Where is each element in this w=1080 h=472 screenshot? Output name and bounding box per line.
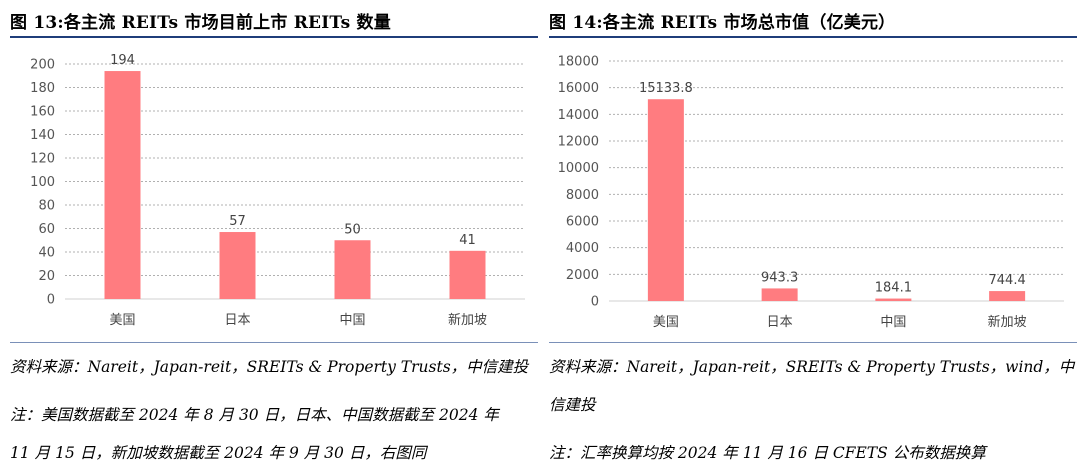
x-category-label: 美国 bbox=[109, 313, 135, 328]
x-category-label: 日本 bbox=[767, 315, 793, 330]
source-line-2: 信建投 bbox=[549, 396, 596, 414]
y-tick-label: 60 bbox=[38, 222, 55, 237]
title-rule bbox=[549, 36, 1077, 38]
y-tick-label: 160 bbox=[30, 105, 55, 120]
footnote: 注：美国数据截至 2024 年 8 月 30 日，日本、中国数据截至 2024 … bbox=[10, 396, 538, 472]
data-label: 41 bbox=[459, 233, 476, 248]
data-label: 57 bbox=[229, 214, 246, 229]
data-label: 744.4 bbox=[989, 273, 1026, 288]
right-figure: 图 14:各主流 REITs 市场总市值（亿美元） 0 2000 4000 6000 8… bbox=[549, 0, 1077, 464]
source-line-1: 资料来源：Nareit，Japan-reit，SREITs & Property… bbox=[549, 358, 1075, 376]
bar bbox=[761, 288, 798, 301]
y-tick-label: 8000 bbox=[566, 188, 599, 203]
y-tick-label: 40 bbox=[38, 246, 55, 261]
y-tick-label: 120 bbox=[30, 152, 55, 167]
data-label: 194 bbox=[110, 53, 135, 68]
footnote-line-1: 注：美国数据截至 2024 年 8 月 30 日，日本、中国数据截至 2024 … bbox=[10, 406, 499, 424]
figure-title: 图 14:各主流 REITs 市场总市值（亿美元） bbox=[549, 13, 896, 33]
x-category-label: 日本 bbox=[224, 313, 250, 328]
data-label: 50 bbox=[344, 222, 361, 237]
bottom-rule bbox=[549, 342, 1077, 343]
footnote-line-2: 11 月 15 日，新加坡数据截至 2024 年 9 月 30 日，右图同 bbox=[10, 444, 427, 462]
data-label: 15133.8 bbox=[639, 81, 693, 96]
chart-area: 0 20 40 60 80 100 120 140 160 180 200 194 美国 57 日本 50 中国… bbox=[10, 40, 538, 340]
data-label: 943.3 bbox=[761, 270, 798, 285]
x-category-label: 美国 bbox=[653, 315, 679, 330]
bar bbox=[334, 240, 371, 299]
y-tick-label: 180 bbox=[30, 81, 55, 96]
bar bbox=[449, 250, 486, 299]
bar bbox=[875, 298, 912, 301]
y-tick-label: 2000 bbox=[566, 268, 599, 283]
y-tick-label: 18000 bbox=[558, 55, 599, 70]
title-rule bbox=[10, 36, 538, 38]
y-tick-label: 0 bbox=[47, 293, 55, 308]
x-category-label: 新加坡 bbox=[988, 314, 1027, 330]
y-tick-label: 80 bbox=[38, 199, 55, 214]
source-note: 资料来源：Nareit，Japan-reit，SREITs & Property… bbox=[10, 358, 529, 376]
y-tick-label: 140 bbox=[30, 128, 55, 143]
data-label: 184.1 bbox=[875, 281, 912, 296]
y-tick-label: 100 bbox=[30, 175, 55, 190]
reits-market-cap-bar-chart: 0 2000 4000 6000 8000 10000 12000 14000 16000 180… bbox=[558, 55, 1064, 330]
left-figure: 图 13:各主流 REITs 市场目前上市 REITs 数量 0 20 40 60 80… bbox=[10, 0, 538, 464]
bar bbox=[647, 99, 684, 301]
x-category-label: 中国 bbox=[880, 315, 906, 330]
footnote: 注：汇率换算均按 2024 年 11 月 16 日 CFETS 公布数据换算 bbox=[549, 444, 986, 462]
reits-count-bar-chart: 0 20 40 60 80 100 120 140 160 180 200 194 美国 57 日本 50 中国… bbox=[30, 53, 525, 328]
y-tick-label: 20 bbox=[38, 269, 55, 284]
y-tick-label: 6000 bbox=[566, 215, 599, 230]
bottom-rule bbox=[10, 342, 538, 343]
y-tick-label: 16000 bbox=[558, 81, 599, 96]
y-tick-label: 14000 bbox=[558, 108, 599, 123]
source-note: 资料来源：Nareit，Japan-reit，SREITs & Property… bbox=[549, 348, 1077, 424]
y-tick-label: 10000 bbox=[558, 161, 599, 176]
chart-area: 0 2000 4000 6000 8000 10000 12000 14000 16000 180… bbox=[549, 40, 1077, 340]
figure-title: 图 13:各主流 REITs 市场目前上市 REITs 数量 bbox=[10, 13, 391, 33]
bar bbox=[989, 291, 1026, 301]
y-tick-label: 200 bbox=[30, 58, 55, 73]
x-category-label: 新加坡 bbox=[448, 312, 487, 328]
y-tick-label: 4000 bbox=[566, 241, 599, 256]
x-category-label: 中国 bbox=[339, 313, 365, 328]
bar bbox=[104, 71, 141, 299]
y-tick-label: 0 bbox=[591, 295, 599, 310]
bar bbox=[219, 232, 256, 299]
y-tick-label: 12000 bbox=[558, 135, 599, 150]
